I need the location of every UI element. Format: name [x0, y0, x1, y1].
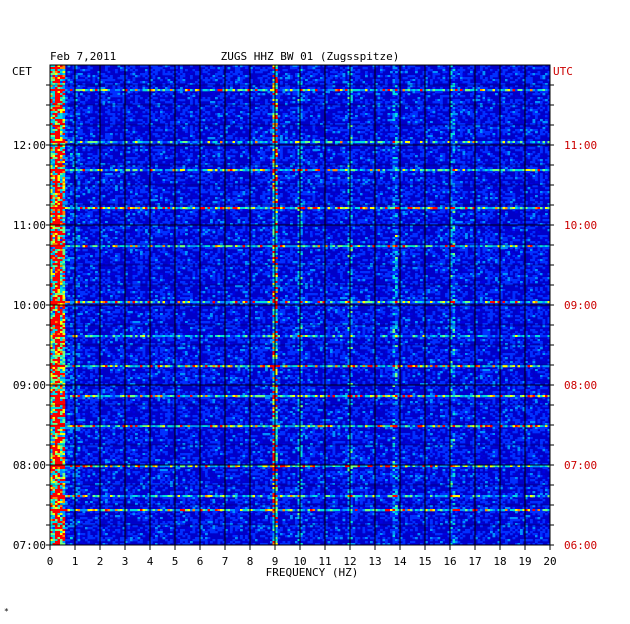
y-axis-right-ticks: 11:00 10:00 09:00 08:00 07:00 06:00 [550, 85, 597, 552]
x-tick-label: 8 [247, 555, 254, 568]
y-left-tick-label: 10:00 [13, 299, 46, 312]
y-right-tick-label: 07:00 [564, 459, 597, 472]
x-axis-ticks: 0 1 2 3 4 5 6 7 8 9 10 11 12 13 14 15 16 17 18 19 20 [47, 545, 557, 568]
x-tick-label: 13 [368, 555, 381, 568]
y-right-tick-label: 10:00 [564, 219, 597, 232]
y-axis-left-ticks: 12:00 11:00 10:00 09:00 08:00 07:00 [13, 85, 50, 552]
cet-label: CET [12, 65, 32, 78]
y-left-tick-label: 12:00 [13, 139, 46, 152]
x-tick-label: 18 [493, 555, 506, 568]
x-tick-label: 17 [468, 555, 481, 568]
spectrogram-chart: Feb 7,2011 ZUGS HHZ BW 01 (Zugsspitze) C… [0, 0, 630, 624]
y-right-tick-label: 08:00 [564, 379, 597, 392]
x-tick-label: 7 [222, 555, 229, 568]
x-tick-label: 3 [122, 555, 129, 568]
x-tick-label: 6 [197, 555, 204, 568]
x-tick-label: 15 [418, 555, 431, 568]
x-tick-label: 1 [72, 555, 79, 568]
utc-label: UTC [553, 65, 573, 78]
x-tick-label: 0 [47, 555, 54, 568]
y-left-tick-label: 08:00 [13, 459, 46, 472]
footer-mark: * [4, 607, 9, 616]
x-tick-label: 16 [443, 555, 456, 568]
x-tick-label: 5 [172, 555, 179, 568]
x-tick-label: 19 [518, 555, 531, 568]
x-tick-label: 14 [393, 555, 407, 568]
chart-date: Feb 7,2011 [50, 50, 116, 63]
y-left-tick-label: 11:00 [13, 219, 46, 232]
y-right-tick-label: 06:00 [564, 539, 597, 552]
y-right-tick-label: 09:00 [564, 299, 597, 312]
x-tick-label: 4 [147, 555, 154, 568]
y-left-tick-label: 07:00 [13, 539, 46, 552]
x-axis-label: FREQUENCY (HZ) [266, 566, 359, 579]
chart-title: ZUGS HHZ BW 01 (Zugsspitze) [221, 50, 400, 63]
y-left-tick-label: 09:00 [13, 379, 46, 392]
x-tick-label: 20 [543, 555, 556, 568]
y-right-tick-label: 11:00 [564, 139, 597, 152]
grid-lines [50, 65, 550, 545]
x-tick-label: 2 [97, 555, 104, 568]
